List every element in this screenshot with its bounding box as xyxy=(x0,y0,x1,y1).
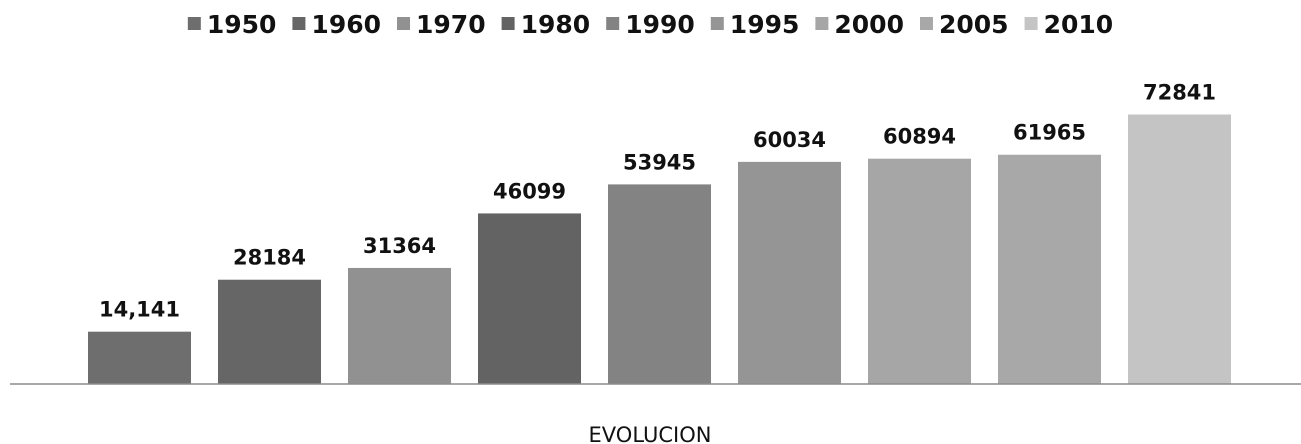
value-label-1960: 28184 xyxy=(233,246,306,270)
legend-item-2010: 2010 xyxy=(1024,10,1114,39)
value-label-1990: 53945 xyxy=(623,150,696,174)
legend-label-1995: 1995 xyxy=(730,10,800,39)
value-labels: 14,141 28184 31364 46099 53945 60034 60894 6196… xyxy=(99,80,1216,321)
legend-swatch-1995 xyxy=(710,17,724,30)
legend-item-1970: 1970 xyxy=(397,10,486,39)
bar-1970 xyxy=(348,267,451,384)
legend-label-1980: 1980 xyxy=(521,10,591,39)
legend-swatch-2010 xyxy=(1024,17,1038,30)
legend-swatch-1990 xyxy=(606,17,620,30)
legend-item-1990: 1990 xyxy=(606,10,695,39)
legend-label-1970: 1970 xyxy=(416,10,486,39)
legend-swatch-2000 xyxy=(815,17,829,30)
legend-item-1960: 1960 xyxy=(292,10,381,39)
value-label-1980: 46099 xyxy=(493,179,566,203)
legend-item-2000: 2000 xyxy=(815,10,904,39)
legend: 1950 1960 1970 1980 1990 1995 2000 2005 2010 xyxy=(187,10,1114,39)
value-label-2005: 61965 xyxy=(1013,121,1086,145)
bar-1980 xyxy=(478,213,581,384)
value-label-2000: 60894 xyxy=(883,125,956,149)
legend-swatch-1950 xyxy=(187,17,201,30)
bar-1960 xyxy=(218,279,321,384)
bar-2000 xyxy=(868,158,971,384)
legend-item-1980: 1980 xyxy=(501,10,591,39)
bars xyxy=(88,114,1231,385)
legend-item-2005: 2005 xyxy=(919,10,1009,39)
bar-2005 xyxy=(998,154,1101,384)
legend-label-1960: 1960 xyxy=(311,10,381,39)
legend-label-1990: 1990 xyxy=(625,10,695,39)
legend-label-2005: 2005 xyxy=(939,10,1009,39)
legend-label-2010: 2010 xyxy=(1044,10,1114,39)
bar-1995 xyxy=(738,161,841,384)
legend-swatch-1980 xyxy=(501,17,515,30)
legend-label-1950: 1950 xyxy=(207,10,277,39)
value-label-1950: 14,141 xyxy=(99,298,180,322)
legend-label-2000: 2000 xyxy=(834,10,904,39)
value-label-1970: 31364 xyxy=(363,234,436,258)
legend-item-1995: 1995 xyxy=(710,10,800,39)
legend-swatch-2005 xyxy=(919,17,933,30)
value-label-1995: 60034 xyxy=(753,128,826,152)
value-label-2010: 72841 xyxy=(1143,80,1216,104)
legend-swatch-1970 xyxy=(397,17,411,30)
legend-swatch-1960 xyxy=(292,17,306,30)
bar-1990 xyxy=(608,184,711,384)
bar-2010 xyxy=(1128,114,1231,385)
bar-1950 xyxy=(88,331,191,384)
x-axis-label: EVOLUCION xyxy=(589,423,712,444)
legend-item-1950: 1950 xyxy=(187,10,277,39)
